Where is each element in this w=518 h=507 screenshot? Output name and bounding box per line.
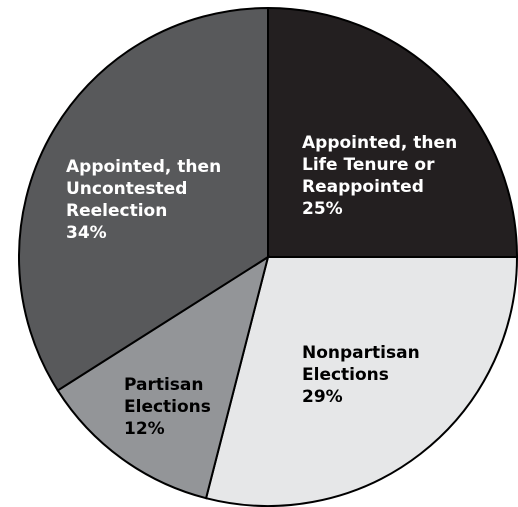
slice-label: Appointed, then Life Tenure or Reappointed…	[302, 133, 457, 219]
slice-label-line: Elections	[124, 397, 211, 417]
slice-label-line: 25%	[302, 199, 343, 219]
slice-label-line: Appointed, then	[302, 133, 457, 153]
slice-label-line: 12%	[124, 419, 165, 439]
slice-label-line: 29%	[302, 387, 343, 407]
slice-label: Nonpartisan Elections 29%	[302, 343, 420, 407]
pie-slice	[267, 6, 518, 258]
slice-label-line: Nonpartisan	[302, 343, 420, 363]
slice-label-line: Uncontested	[66, 179, 187, 199]
slice-label: Partisan Elections 12%	[124, 375, 211, 439]
pie-labels: Appointed, then Life Tenure or Reappointed…	[66, 133, 457, 439]
slice-label-line: 34%	[66, 223, 107, 243]
pie-slice	[56, 254, 270, 500]
slice-label-line: Reelection	[66, 201, 167, 221]
slice-label-line: Reappointed	[302, 177, 424, 197]
slice-label: Appointed, then Uncontested Reelection 34%	[66, 157, 221, 243]
pie-slice	[18, 6, 269, 392]
slice-label-line: Appointed, then	[66, 157, 221, 177]
slice-label-line: Life Tenure or	[302, 155, 435, 175]
pie-slice	[204, 256, 518, 507]
slice-label-line: Partisan	[124, 375, 204, 395]
slice-label-line: Elections	[302, 365, 389, 385]
pie-slices	[18, 6, 518, 507]
